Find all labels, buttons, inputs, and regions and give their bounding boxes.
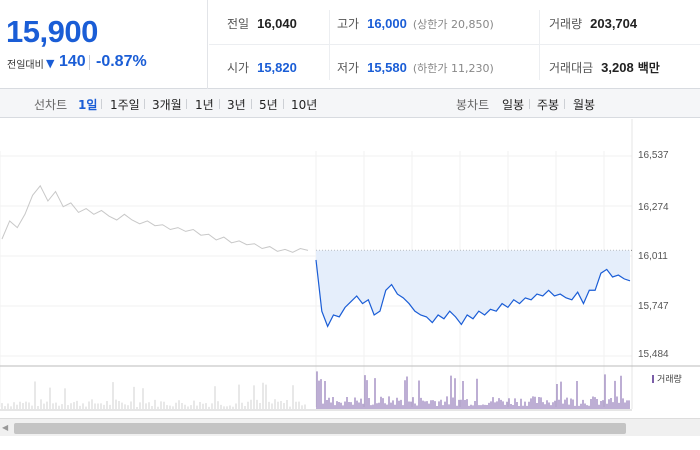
divider bbox=[529, 99, 530, 109]
today-fill-area bbox=[316, 250, 630, 327]
period-3-month[interactable]: 3개월 bbox=[152, 98, 182, 112]
stat-label: 전일 bbox=[227, 17, 250, 31]
period-10-year[interactable]: 10년 bbox=[291, 98, 318, 112]
candle-monthly[interactable]: 월봉 bbox=[573, 98, 596, 112]
y-tick-label: 16,274 bbox=[638, 202, 669, 213]
legend-swatch bbox=[652, 375, 654, 383]
period-1-week[interactable]: 1주일 bbox=[110, 98, 140, 112]
stat-prev-close: 전일 16,040 bbox=[227, 15, 297, 32]
stat-open: 시가 15,820 bbox=[227, 59, 297, 76]
chart-canvas bbox=[0, 119, 700, 411]
prev-day-line bbox=[1, 184, 309, 253]
change-divider bbox=[89, 55, 90, 70]
row-divider bbox=[209, 44, 700, 45]
stat-note: (상한가 20,850) bbox=[412, 18, 494, 31]
change-percent: -0.87% bbox=[96, 53, 147, 70]
stat-label: 고가 bbox=[337, 17, 360, 31]
period-5-year[interactable]: 5년 bbox=[259, 98, 278, 112]
divider bbox=[101, 99, 102, 109]
horizontal-scrollbar[interactable]: ◀ bbox=[0, 418, 700, 436]
candle-daily[interactable]: 일봉 bbox=[502, 98, 525, 112]
stat-value: 15,820 bbox=[257, 60, 297, 75]
y-tick-label: 16,011 bbox=[638, 251, 668, 262]
divider bbox=[564, 99, 565, 109]
stat-unit: 백만 bbox=[637, 61, 660, 75]
period-1-day[interactable]: 1일 bbox=[78, 98, 98, 112]
stat-volume: 거래량 203,704 bbox=[549, 15, 637, 32]
scrollbar-thumb[interactable] bbox=[14, 423, 626, 434]
stat-label: 거래대금 bbox=[549, 61, 594, 75]
scroll-left-icon[interactable]: ◀ bbox=[2, 423, 9, 432]
period-3-year[interactable]: 3년 bbox=[227, 98, 246, 112]
stat-low: 저가 15,580 (하한가 11,230) bbox=[337, 59, 494, 76]
divider bbox=[186, 99, 187, 109]
divider bbox=[251, 99, 252, 109]
stat-label: 거래량 bbox=[549, 17, 583, 31]
quote-header: 15,900 전일대비 ▼ 140 -0.87% 전일 16,040 고가 16,0… bbox=[0, 0, 700, 89]
period-bar: 선차트 1일 1주일 3개월 1년 3년 5년 10년 봉차트 일봉 주봉 월봉 bbox=[0, 89, 700, 118]
current-price: 15,900 bbox=[6, 14, 98, 49]
stat-value: 203,704 bbox=[590, 16, 638, 31]
stat-label: 시가 bbox=[227, 61, 250, 75]
line-chart-label: 선차트 bbox=[34, 98, 68, 112]
price-chart: 16,537 16,274 16,011 15,747 15,484 bbox=[0, 119, 700, 419]
price-box: 15,900 전일대비 ▼ 140 -0.87% bbox=[0, 0, 208, 89]
candle-weekly[interactable]: 주봉 bbox=[537, 98, 560, 112]
column-divider bbox=[539, 10, 540, 80]
column-divider bbox=[329, 10, 330, 80]
today-price-line bbox=[315, 259, 631, 328]
stat-label: 저가 bbox=[337, 61, 360, 75]
y-tick-label: 15,747 bbox=[638, 301, 669, 312]
volume-legend: 거래량 bbox=[652, 372, 682, 385]
y-tick-label: 16,537 bbox=[638, 150, 669, 161]
stat-note: (하한가 11,230) bbox=[412, 62, 494, 75]
divider bbox=[144, 99, 145, 109]
change-value: 140 bbox=[59, 53, 86, 70]
stat-high: 고가 16,000 (상한가 20,850) bbox=[337, 15, 494, 32]
stat-amount: 거래대금 3,208 백만 bbox=[549, 59, 660, 76]
stat-grid: 전일 16,040 고가 16,000 (상한가 20,850) 거래량 203,704… bbox=[209, 0, 700, 89]
stat-value: 15,580 bbox=[367, 60, 407, 75]
volume-legend-label: 거래량 bbox=[657, 375, 682, 385]
divider bbox=[219, 99, 220, 109]
candle-chart-label: 봉차트 bbox=[456, 98, 490, 112]
divider bbox=[283, 99, 284, 109]
down-triangle-icon: ▼ bbox=[46, 57, 55, 70]
period-1-year[interactable]: 1년 bbox=[195, 98, 214, 112]
stat-value: 16,000 bbox=[367, 16, 407, 31]
y-tick-label: 15,484 bbox=[638, 349, 669, 360]
stat-value: 16,040 bbox=[257, 16, 297, 31]
change-label: 전일대비 bbox=[7, 60, 44, 71]
stat-value: 3,208 bbox=[601, 60, 634, 75]
